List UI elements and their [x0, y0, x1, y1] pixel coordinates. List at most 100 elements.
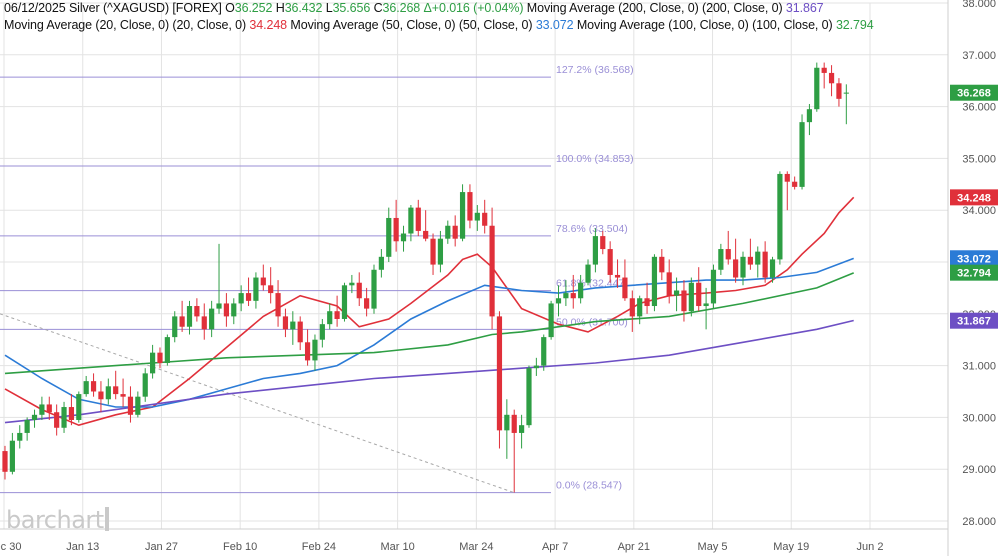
- x-tick-label: Apr 21: [618, 541, 650, 553]
- candle-body: [474, 212, 480, 221]
- candle-body: [334, 311, 340, 319]
- candle-body: [68, 407, 75, 420]
- candle-body: [238, 293, 244, 304]
- ma200-label: Moving Average (200, Close, 0): [526, 1, 699, 15]
- candle-body: [39, 404, 45, 415]
- candle-body: [585, 264, 591, 283]
- candle-body: [673, 290, 680, 296]
- candle-body: [113, 386, 119, 395]
- candle-body: [201, 316, 207, 330]
- y-tick-label: 36.000: [962, 102, 996, 114]
- candle-body: [105, 386, 111, 400]
- candle-body: [836, 83, 842, 99]
- candle-body: [2, 451, 8, 472]
- y-tick-label: 35.000: [962, 153, 996, 165]
- candle-body: [526, 368, 532, 426]
- candle-body: [186, 306, 193, 327]
- candle-body: [814, 67, 820, 110]
- candle-body: [290, 321, 296, 330]
- candle-body: [784, 173, 790, 182]
- y-tick-label: 28.000: [962, 516, 996, 528]
- candle-body: [821, 67, 827, 73]
- candle-body: [710, 269, 717, 304]
- ma200-value: 31.867: [785, 1, 824, 15]
- candle-body: [688, 282, 694, 312]
- ma20-label: Moving Average (20, Close, 0): [4, 18, 170, 32]
- y-tick-label: 31.000: [962, 361, 996, 373]
- candle-body: [164, 337, 170, 364]
- candle-body: [297, 321, 303, 343]
- price-label: 33.072: [957, 253, 991, 265]
- fib-level-label: 100.0% (34.853): [556, 153, 634, 165]
- candle-body: [275, 293, 281, 317]
- candle-body: [304, 342, 311, 361]
- candle-body: [253, 277, 259, 301]
- candle-body: [83, 381, 89, 395]
- candle-body: [98, 391, 104, 400]
- candle-body: [415, 207, 421, 231]
- fib-level-label: 0.0% (28.547): [556, 480, 622, 492]
- candle-body: [452, 225, 458, 239]
- candle-body: [312, 339, 318, 361]
- candle-body: [172, 316, 178, 338]
- x-tick-label: May 19: [773, 541, 809, 553]
- candle-body: [61, 407, 67, 428]
- candle-body: [762, 251, 768, 278]
- candle-body: [209, 308, 215, 330]
- candle-body: [792, 181, 798, 187]
- price-label: 36.268: [957, 88, 991, 100]
- fib-level-label: 127.2% (36.568): [556, 64, 634, 76]
- candle-body: [76, 394, 82, 420]
- x-tick-label: Feb 10: [223, 541, 257, 553]
- candle-body: [349, 282, 355, 286]
- ma100-line: [4, 272, 855, 375]
- candle-body: [127, 396, 134, 415]
- candle-body: [90, 381, 97, 392]
- x-tick-label: Mar 24: [459, 541, 493, 553]
- candle-body: [423, 230, 429, 239]
- candle-body: [482, 212, 488, 226]
- candle-body: [319, 324, 325, 340]
- candle-body: [541, 337, 547, 366]
- candle-body: [659, 256, 665, 273]
- low-value: 35.656: [332, 1, 371, 15]
- price-label-box: [950, 84, 998, 101]
- candle-body: [600, 236, 606, 250]
- ma20-value: 34.248: [249, 18, 288, 32]
- x-tick-label: Dec 30: [0, 541, 21, 553]
- candle-body: [681, 290, 687, 312]
- candle-body: [120, 394, 126, 397]
- candle-body: [24, 419, 30, 433]
- price-label-box: [950, 189, 998, 206]
- candle-body: [843, 92, 849, 94]
- close-value: 36.268: [382, 1, 421, 15]
- header-date: 06/12/2025: [4, 1, 66, 15]
- candle-body: [46, 404, 52, 413]
- ma20-line: [4, 196, 855, 427]
- header-line-2: Moving Average (20, Close, 0) (20, Close…: [4, 18, 874, 32]
- y-tick-label: 34.000: [962, 205, 996, 217]
- candle-body: [806, 109, 813, 123]
- change-value: Δ+0.016 (+0.04%): [423, 1, 524, 15]
- candle-body: [644, 298, 650, 307]
- x-tick-label: Mar 10: [381, 541, 415, 553]
- candle-body: [629, 298, 635, 317]
- candle-body: [519, 425, 525, 433]
- candle-body: [341, 285, 348, 319]
- candle-body: [769, 259, 776, 278]
- candle-body: [555, 298, 562, 304]
- candle-body: [327, 311, 333, 325]
- y-tick-label: 29.000: [962, 464, 996, 476]
- candle-body: [703, 303, 709, 307]
- candle-body: [400, 233, 407, 242]
- x-tick-label: Feb 24: [302, 541, 336, 553]
- candle-body: [260, 277, 266, 286]
- candle-body: [733, 259, 739, 278]
- candle-body: [467, 192, 473, 221]
- fib-trend-line: [0, 313, 515, 494]
- candle-body: [755, 251, 761, 265]
- x-tick-label: Jan 13: [66, 541, 99, 553]
- candle-body: [393, 217, 399, 242]
- price-label-box: [950, 250, 998, 267]
